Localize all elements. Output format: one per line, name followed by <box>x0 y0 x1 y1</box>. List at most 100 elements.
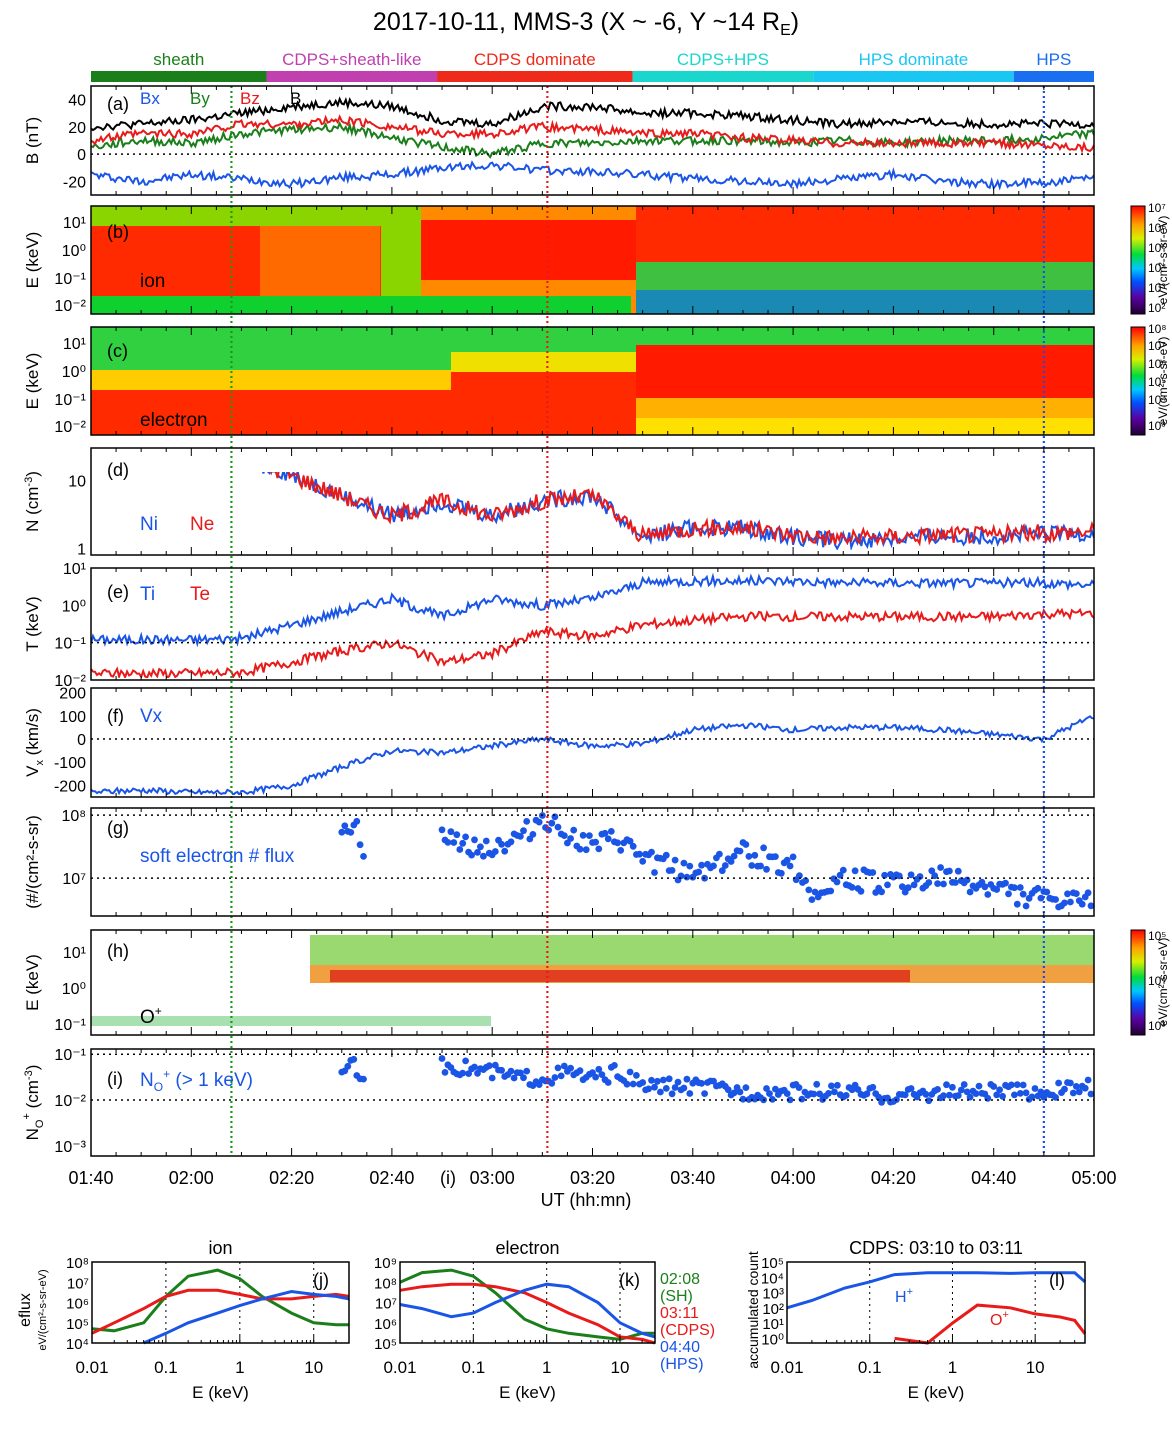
y-tick-label: 10⁻¹ <box>54 636 86 653</box>
colorbar-electron-label: eV/(cm²-s-sr-eV) <box>1156 337 1170 426</box>
data-point <box>943 1081 950 1089</box>
data-point <box>668 1090 676 1098</box>
data-point <box>557 1072 565 1080</box>
data-point <box>701 1090 708 1097</box>
legend-ni: Ni <box>140 514 158 535</box>
data-point <box>633 1072 640 1079</box>
data-point <box>1081 1084 1089 1092</box>
data-point <box>993 886 1001 893</box>
data-point <box>1005 890 1012 898</box>
spectra-y-tick-label: 10⁷ <box>375 1296 397 1313</box>
data-point <box>360 853 367 860</box>
time-tick-label: 01:40 <box>68 1168 113 1188</box>
figure-title: 2017-10-11, MMS-3 (X ~ -6, Y ~14 RE) <box>373 8 799 39</box>
data-point <box>751 851 759 859</box>
spectra-x-tick-label: 10 <box>1026 1358 1045 1377</box>
data-point <box>626 1068 634 1076</box>
data-point <box>1061 1085 1068 1093</box>
data-point <box>796 872 803 879</box>
data-point <box>485 1062 493 1070</box>
data-point <box>863 1090 871 1098</box>
data-point <box>990 1083 998 1090</box>
data-point <box>498 1066 505 1074</box>
region-2-bar <box>437 71 633 82</box>
data-point <box>1037 894 1045 902</box>
data-point <box>654 1077 661 1085</box>
spectra-j-ylabel: eflux <box>17 1293 34 1327</box>
spectra-y-tick-label: 10² <box>762 1301 784 1318</box>
data-point <box>456 846 464 853</box>
spectra-x-tick-label: 0.01 <box>770 1358 803 1377</box>
data-point <box>1011 1091 1018 1099</box>
data-point <box>946 867 953 875</box>
time-tick-label: 04:00 <box>771 1168 816 1188</box>
panel-i-label: NO+ (> 1 keV) <box>140 1067 253 1094</box>
data-point <box>1031 1085 1039 1092</box>
colorbar-ion <box>1130 205 1146 315</box>
data-point <box>966 888 974 896</box>
region-5-bar <box>1013 71 1094 82</box>
data-point <box>1052 1094 1059 1101</box>
data-point <box>839 866 847 874</box>
colorbar-tick: 10⁵ <box>1148 241 1166 255</box>
data-point <box>551 1074 559 1081</box>
data-point <box>595 845 603 853</box>
region-1-label: CDPS+sheath-like <box>282 50 421 69</box>
spectra-y-tick-label: 10⁴ <box>761 1270 784 1287</box>
data-point <box>623 1080 631 1088</box>
data-point <box>482 837 490 845</box>
spectrum-j-2-line <box>143 1289 350 1345</box>
colorbar-electron <box>1130 326 1146 436</box>
y-tick-label: 10¹ <box>63 215 86 232</box>
y-tick-label: 10¹ <box>63 561 86 578</box>
data-point <box>665 1075 673 1083</box>
data-point <box>686 1090 694 1097</box>
data-point <box>1037 1088 1045 1096</box>
spectra-y-tick-label: 10⁴ <box>66 1336 89 1353</box>
spectra-x-tick-label: 1 <box>948 1358 957 1377</box>
legend-ne: Ne <box>190 514 214 535</box>
data-point <box>1075 1088 1083 1096</box>
data-point <box>592 1073 599 1081</box>
data-point <box>1019 1081 1027 1089</box>
time-tick-label: 05:00 <box>1071 1168 1116 1188</box>
data-point <box>854 1086 862 1093</box>
data-point <box>730 852 738 860</box>
colorbar-tick: 10² <box>1148 301 1165 315</box>
time-tick-label: 02:00 <box>169 1168 214 1188</box>
colorbar-tick: 10⁴ <box>1148 261 1167 275</box>
data-point <box>1055 1079 1062 1087</box>
data-point <box>629 842 637 850</box>
data-point <box>567 1064 574 1072</box>
spectra-y-tick-label: 10¹ <box>762 1316 784 1333</box>
colorbar-tick: 10⁸ <box>1148 322 1166 336</box>
y-tick-label: 0 <box>77 732 86 749</box>
data-point <box>802 877 809 884</box>
data-point <box>833 878 841 886</box>
panel-b-ylabel: E (keV) <box>23 232 42 289</box>
data-point <box>636 850 643 858</box>
colorbar-tick: 10⁴ <box>1148 393 1167 407</box>
data-point <box>680 1084 688 1092</box>
data-point <box>1028 1093 1036 1101</box>
data-point <box>910 881 918 889</box>
spectra-legend-note: (CDPS) <box>660 1322 715 1339</box>
colorbar-tick: 10⁵ <box>1148 929 1166 943</box>
data-point <box>857 887 865 895</box>
spectra-legend-time: 02:08 <box>660 1271 700 1288</box>
data-point <box>898 883 906 891</box>
panel-a-ylabel: B (nT) <box>23 117 42 164</box>
data-point <box>560 832 568 839</box>
spectra-y-tick-label: 10⁵ <box>66 1316 89 1333</box>
y-tick-label: 10⁻² <box>54 673 86 690</box>
data-point <box>535 818 543 826</box>
panel-i-frame <box>90 1048 1095 1157</box>
data-point <box>338 828 346 836</box>
data-point <box>1087 902 1095 910</box>
data-point <box>786 862 794 870</box>
data-point <box>462 833 469 841</box>
spectra-y-tick-label: 10⁶ <box>66 1296 89 1313</box>
data-point <box>576 845 584 853</box>
data-point <box>444 839 452 846</box>
